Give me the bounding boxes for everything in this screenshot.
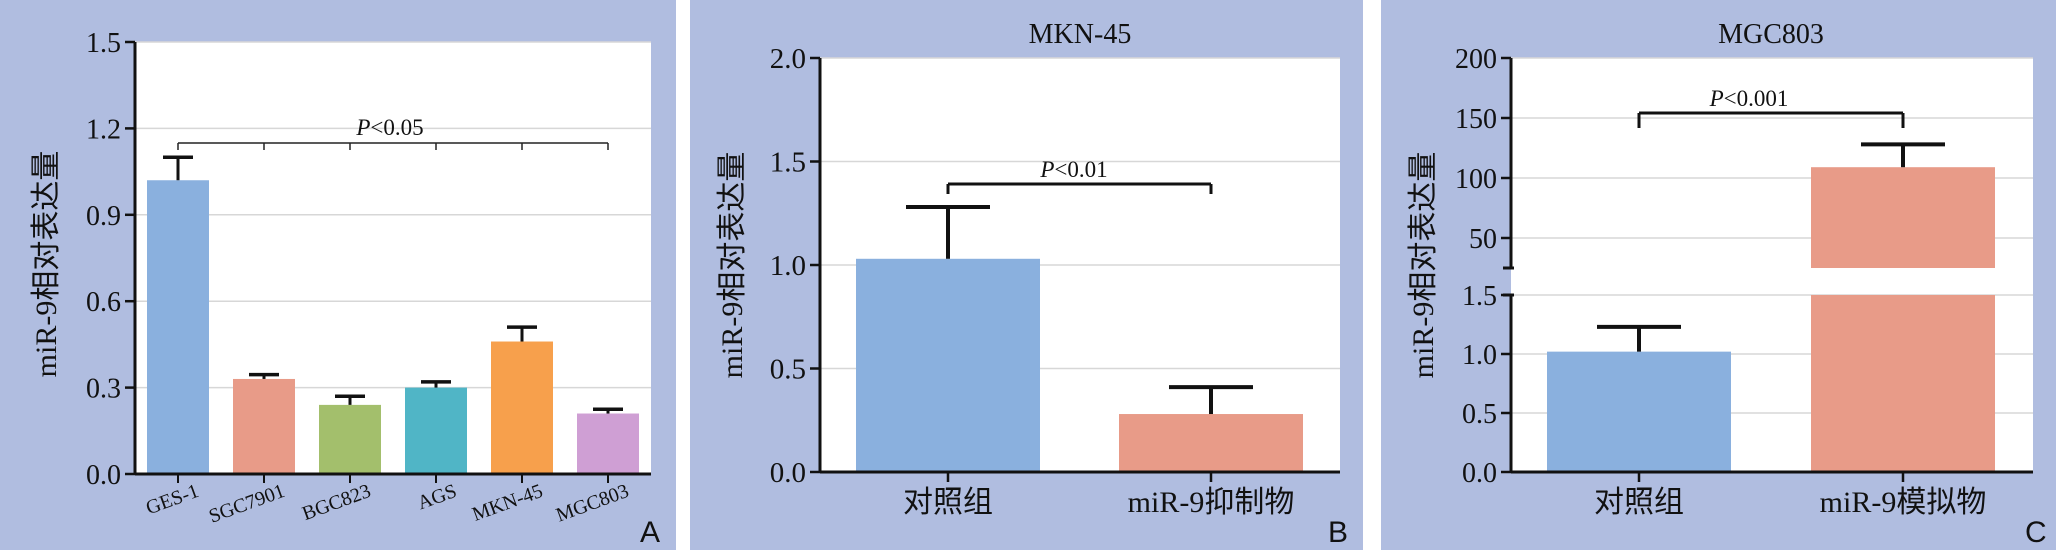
y-tick-label: 50: [1469, 224, 1497, 255]
y-tick-label: 100: [1455, 164, 1497, 195]
p-symbol: P: [355, 115, 370, 140]
x-tick-label: miR-9抑制物: [1128, 486, 1295, 519]
y-axis-label: miR-9相对表达量: [716, 152, 749, 379]
p-symbol: P: [1039, 157, 1054, 182]
bar: [577, 413, 639, 474]
panel-letter: A: [640, 516, 660, 549]
x-tick-label: SGC7901: [206, 480, 288, 528]
x-axis: 对照组 miR-9抑制物: [820, 470, 1340, 519]
chart-a: 0.0 0.3 0.6 0.9 1.2 1.5 GES-1 SGC7901 BGC823 AGS…: [30, 28, 660, 549]
chart-title: MKN-45: [1029, 19, 1132, 50]
bar: [319, 404, 381, 474]
bars: [1547, 142, 1995, 472]
x-tick-label: MKN-45: [469, 480, 545, 526]
y-tick-label: 0.0: [1462, 458, 1497, 489]
y-tick-label: 0.0: [86, 460, 121, 491]
y-tick-label: 150: [1455, 104, 1497, 135]
x-tick-label: 对照组: [903, 486, 993, 519]
y-axis-label: miR-9相对表达量: [30, 151, 63, 378]
y-axis-label: miR-9相对表达量: [1407, 152, 1440, 379]
chart-c: MGC803 0.0 0.5 1.0 1.5 50 100 150 200 对照组 miR-9模…: [1407, 19, 2047, 549]
significance-bracket: [1637, 111, 1905, 128]
y-tick-label: 0.3: [86, 374, 121, 405]
x-axis: GES-1 SGC7901 BGC823 AGS MKN-45 MGC803: [135, 472, 651, 528]
p-value: <0.05: [370, 115, 423, 140]
x-tick-label: AGS: [415, 480, 460, 514]
y-tick-label: 1.0: [1462, 340, 1497, 371]
y-axis: 0.0 0.5 1.0 1.5 2.0: [770, 43, 822, 489]
y-tick-label: 0.5: [1462, 399, 1497, 430]
y-tick-label: 1.5: [86, 28, 121, 59]
x-tick-label: miR-9模拟物: [1820, 486, 1987, 519]
y-tick-label: 1.5: [770, 147, 806, 179]
panel-letter: C: [2025, 516, 2047, 549]
x-axis: 对照组 miR-9模拟物: [1511, 470, 2033, 519]
y-tick-label: 0.0: [770, 457, 806, 489]
significance-bracket: [177, 142, 609, 150]
plot-background: [135, 42, 651, 474]
bars: [856, 205, 1303, 472]
x-tick-label: 对照组: [1594, 486, 1684, 519]
panel-c: MGC803 0.0 0.5 1.0 1.5 50 100 150 200 对照组 miR-9模…: [1381, 0, 2056, 550]
x-tick-label: BGC823: [299, 480, 373, 525]
bar: [1811, 295, 1995, 472]
bar: [233, 378, 295, 474]
x-tick-label: MGC803: [553, 480, 632, 527]
bar: [856, 258, 1040, 472]
bar: [1547, 351, 1731, 472]
significance-label: P<0.05: [355, 115, 423, 140]
grid-lines: [135, 41, 651, 389]
y-tick-label: 2.0: [770, 43, 806, 75]
y-tick-label: 0.5: [770, 354, 806, 386]
bars: [147, 155, 639, 475]
bar: [1119, 414, 1303, 472]
panel-a: 0.0 0.3 0.6 0.9 1.2 1.5 GES-1 SGC7901 BGC823 AGS…: [0, 0, 676, 550]
bar: [1811, 167, 1995, 268]
p-value: <0.001: [1724, 86, 1789, 111]
significance-bracket: [946, 182, 1213, 194]
bar: [147, 180, 209, 475]
y-axis: 0.0 0.5 1.0 1.5 50 100 150 200: [1455, 44, 1514, 489]
y-axis: 0.0 0.3 0.6 0.9 1.2 1.5: [86, 28, 137, 491]
significance-label: P<0.001: [1709, 86, 1789, 111]
bar: [405, 387, 467, 474]
y-tick-label: 200: [1455, 44, 1497, 75]
chart-title: MGC803: [1718, 19, 1824, 50]
bar: [491, 341, 553, 474]
significance-label: P<0.01: [1039, 157, 1107, 182]
y-tick-label: 1.0: [770, 250, 806, 282]
p-value: <0.01: [1054, 157, 1107, 182]
y-tick-label: 0.9: [86, 201, 121, 232]
y-tick-label: 0.6: [86, 287, 121, 318]
p-symbol: P: [1709, 86, 1724, 111]
x-tick-label: GES-1: [143, 480, 202, 519]
panel-letter: B: [1328, 516, 1348, 549]
y-tick-label: 1.5: [1462, 281, 1497, 312]
y-tick-label: 1.2: [86, 114, 121, 145]
chart-b: MKN-45 0.0 0.5 1.0 1.5 2.0 对照组 miR-9抑制物 P<0.0…: [716, 19, 1348, 549]
panel-b: MKN-45 0.0 0.5 1.0 1.5 2.0 对照组 miR-9抑制物 P<0.0…: [690, 0, 1363, 550]
